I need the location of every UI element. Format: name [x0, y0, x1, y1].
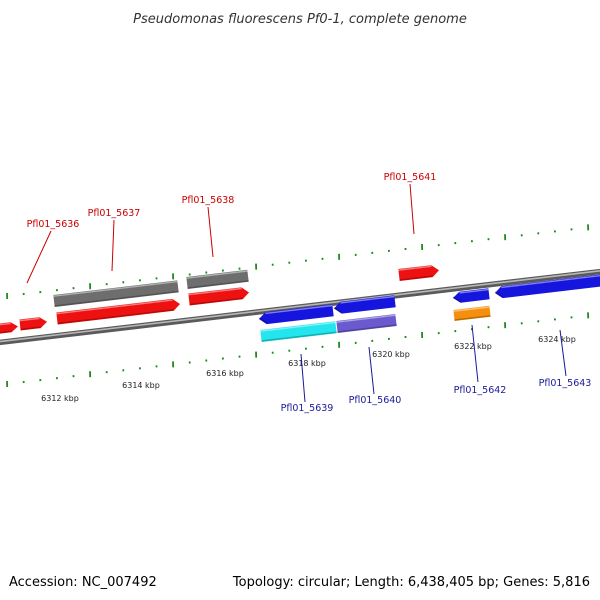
feature-blue-5639	[258, 304, 334, 325]
features	[0, 265, 600, 342]
gene-label-pfl01-5637: Pfl01_5637	[88, 208, 141, 219]
gene-label-pfl01-5639: Pfl01_5639	[281, 403, 334, 414]
accession-text: Accession: NC_007492	[9, 575, 157, 590]
feature-red-left-2	[19, 317, 47, 331]
ticks-lower	[6, 312, 590, 388]
feature-red-left-1	[0, 322, 18, 334]
leader-lines	[26, 183, 567, 403]
feature-blue-5640	[333, 295, 396, 314]
gene-label-pfl01-5643: Pfl01_5643	[539, 378, 592, 389]
tick-label-6316: 6316 kbp	[206, 369, 244, 378]
gene-label-pfl01-5638: Pfl01_5638	[182, 195, 235, 206]
tick-label-6324: 6324 kbp	[538, 335, 576, 344]
feature-blue-5642	[452, 288, 490, 303]
tick-label-6318: 6318 kbp	[288, 359, 326, 368]
feature-gray-5637	[53, 280, 179, 307]
feature-red-5637	[56, 298, 180, 325]
gene-label-pfl01-5636: Pfl01_5636	[27, 219, 80, 230]
feature-cyan-5639	[260, 321, 337, 342]
gene-label-pfl01-5641: Pfl01_5641	[384, 172, 437, 183]
feature-orange-5642	[453, 305, 491, 321]
tick-label-6320: 6320 kbp	[372, 350, 410, 359]
feature-gray-5638	[186, 269, 249, 289]
ticks-upper	[6, 224, 590, 300]
gene-labels: Pfl01_5636 Pfl01_5637 Pfl01_5638 Pfl01_5…	[27, 172, 592, 414]
feature-red-5641	[398, 265, 439, 281]
feature-blue-5643	[494, 274, 600, 299]
tick-label-6312: 6312 kbp	[41, 394, 79, 403]
map-title: Pseudomonas fluorescens Pf0-1, complete …	[133, 12, 467, 27]
feature-slate-5640	[336, 314, 397, 333]
genome-backbone	[0, 268, 600, 346]
gene-label-pfl01-5642: Pfl01_5642	[454, 385, 507, 396]
tick-labels: 6312 kbp 6314 kbp 6316 kbp 6318 kbp 6320…	[41, 335, 576, 403]
gene-label-pfl01-5640: Pfl01_5640	[349, 395, 402, 406]
tick-label-6322: 6322 kbp	[454, 342, 492, 351]
genome-summary-text: Topology: circular; Length: 6,438,405 bp…	[232, 575, 590, 590]
feature-red-5638	[188, 287, 249, 306]
tick-label-6314: 6314 kbp	[122, 381, 160, 390]
